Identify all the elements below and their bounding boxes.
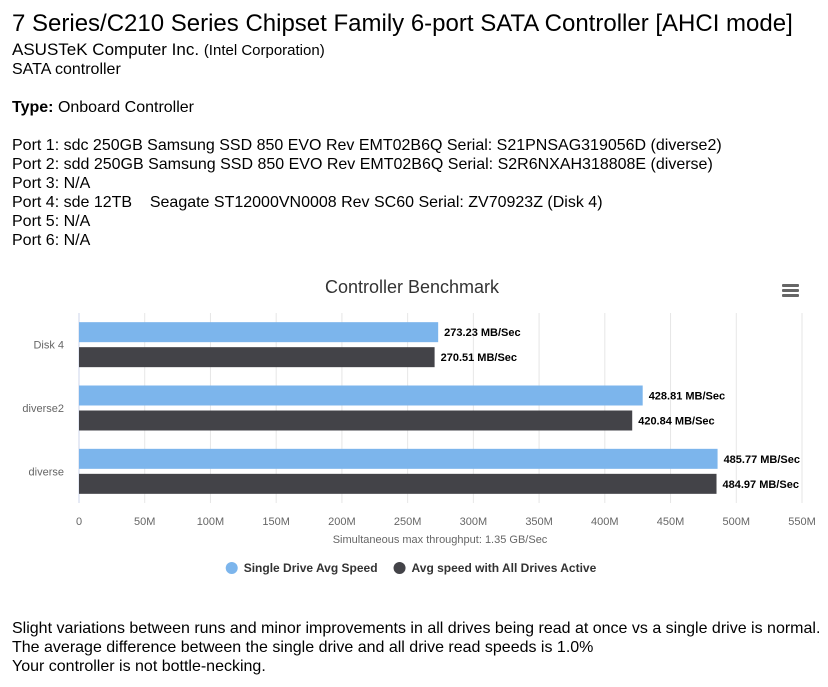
port-item: Port 5: N/A (12, 213, 91, 230)
controller-title: 7 Series/C210 Series Chipset Family 6-po… (12, 10, 793, 37)
port-item: Port 2: sdd 250GB Samsung SSD 850 EVO Re… (12, 156, 713, 173)
port-item: Port 4: sde 12TB Seagate ST12000VN0008 R… (12, 194, 603, 211)
chart-grid (78, 313, 803, 503)
bar (79, 473, 717, 494)
legend-item[interactable]: Single Drive Avg Speed (225, 561, 378, 575)
x-tick-label: 150M (262, 516, 290, 528)
footer-line: Slight variations between runs and minor… (12, 620, 821, 637)
controller-benchmark-chart: Controller Benchmark 0 50M 100M 150M 200M 250… (22, 277, 816, 575)
type-label: Type: (12, 99, 54, 116)
device-class: SATA controller (12, 61, 121, 78)
x-tick-label: 450M (657, 516, 685, 528)
port-list: Port 1: sdc 250GB Samsung SSD 850 EVO Re… (12, 136, 722, 250)
x-tick-label: 100M (197, 516, 225, 528)
bar (79, 448, 718, 469)
legend-label: Avg speed with All Drives Active (412, 561, 597, 575)
data-label: 485.77 MB/Sec (724, 454, 800, 466)
port-item: Port 1: sdc 250GB Samsung SSD 850 EVO Re… (12, 137, 722, 154)
bar (79, 410, 633, 431)
type-value: Onboard Controller (57, 99, 195, 116)
data-label: 420.84 MB/Sec (638, 416, 714, 428)
vendor-sub: (Intel Corporation) (203, 42, 325, 59)
x-tick-label: 0 (76, 516, 82, 528)
y-axis: Disk 4 diverse2 diverse (22, 340, 64, 479)
vendor-name: ASUSTeK Computer Inc. (12, 40, 200, 59)
data-label: 273.23 MB/Sec (444, 327, 520, 339)
bar-layer: 273.23 MB/Sec 270.51 MB/Sec 428.81 MB/Sec 4… (79, 322, 800, 494)
legend-item[interactable]: Avg speed with All Drives Active (393, 561, 597, 575)
vendor-line: ASUSTeK Computer Inc. (Intel Corporation… (12, 40, 325, 61)
data-label: 484.97 MB/Sec (723, 479, 799, 491)
bar (79, 347, 435, 368)
footer-line: The average difference between the singl… (12, 639, 594, 656)
x-tick-label: 500M (723, 516, 751, 528)
bar (79, 385, 643, 406)
y-tick-label: diverse (29, 466, 64, 478)
y-tick-label: diverse2 (22, 403, 64, 415)
chart-title: Controller Benchmark (325, 277, 500, 297)
port-item: Port 6: N/A (12, 232, 91, 249)
footer-notes: Slight variations between runs and minor… (12, 619, 820, 676)
x-tick-label: 300M (460, 516, 488, 528)
footer-line: Your controller is not bottle-necking. (12, 658, 266, 675)
x-tick-label: 550M (788, 516, 816, 528)
legend-marker-icon (393, 562, 406, 574)
x-axis-title: Simultaneous max throughput: 1.35 GB/Sec (333, 534, 548, 546)
type-line: Type: Onboard Controller (12, 98, 194, 117)
y-tick-label: Disk 4 (33, 340, 64, 352)
legend-marker-icon (225, 562, 238, 574)
x-tick-label: 350M (525, 516, 553, 528)
x-tick-label: 250M (394, 516, 422, 528)
data-label: 428.81 MB/Sec (649, 391, 725, 403)
legend-label: Single Drive Avg Speed (244, 561, 378, 575)
x-tick-label: 400M (591, 516, 619, 528)
x-tick-label: 50M (134, 516, 155, 528)
chart-legend: Single Drive Avg Speed Avg speed with All… (225, 561, 597, 575)
port-item: Port 3: N/A (12, 175, 91, 192)
data-label: 270.51 MB/Sec (441, 352, 517, 364)
x-tick-label: 200M (328, 516, 356, 528)
x-axis: 0 50M 100M 150M 200M 250M 300M 350M 400M 450M 500M… (76, 516, 816, 528)
bar (79, 322, 439, 343)
chart-menu-icon[interactable] (778, 280, 804, 302)
